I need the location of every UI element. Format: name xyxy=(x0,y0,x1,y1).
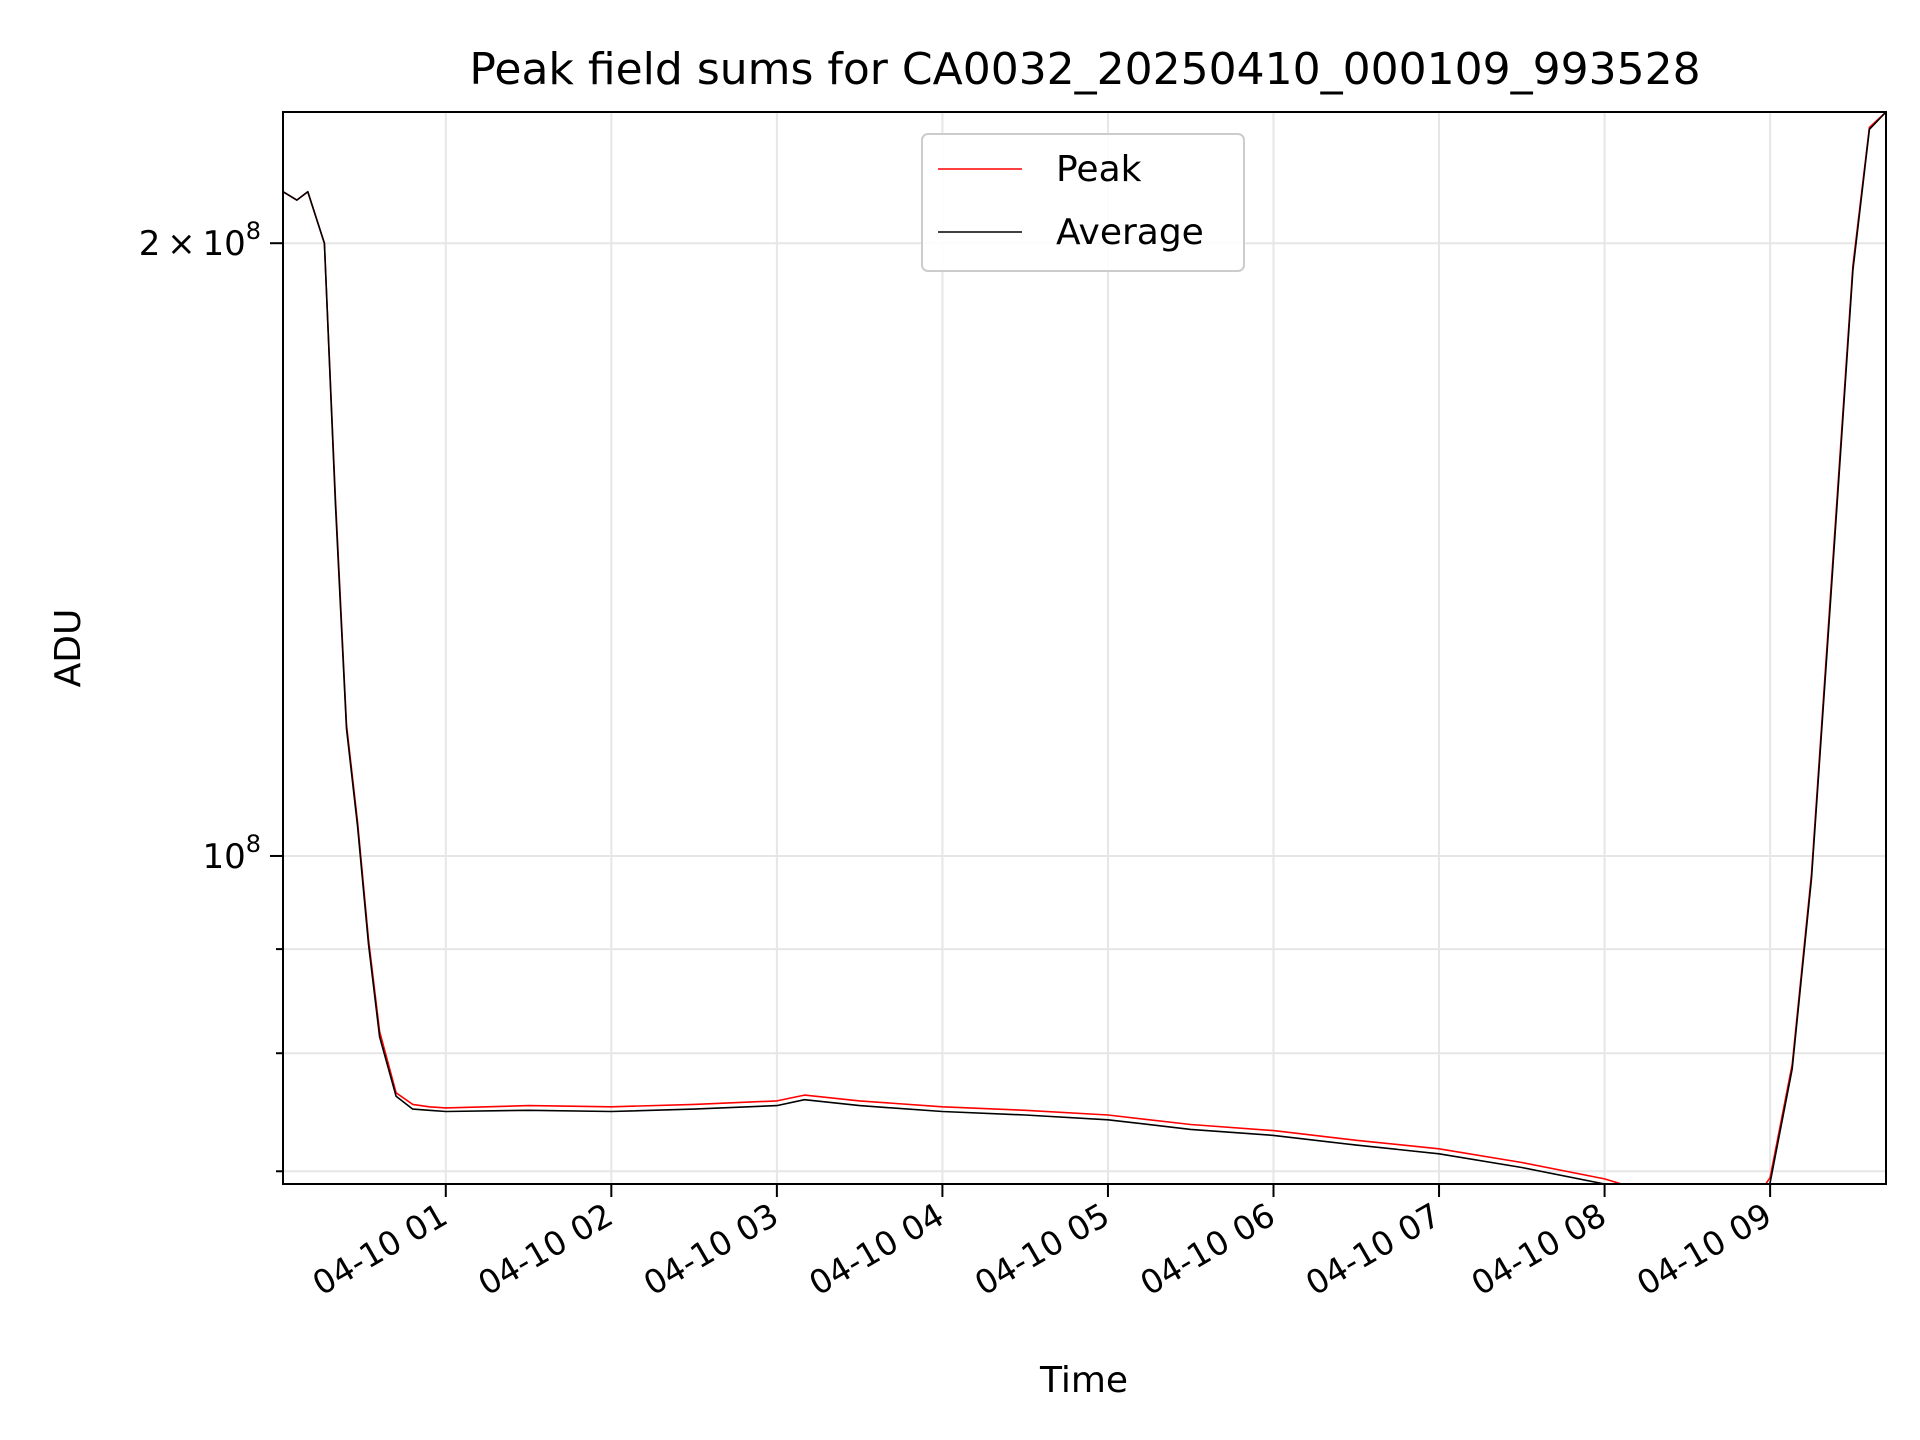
chart-title: Peak field sums for CA0032_20250410_0001… xyxy=(469,44,1700,95)
x-axis-label: Time xyxy=(1039,1360,1128,1401)
legend: Peak Average xyxy=(921,133,1245,272)
legend-label-peak: Peak xyxy=(1056,149,1142,190)
series-layer xyxy=(283,112,1886,1184)
series-line-average xyxy=(283,112,1886,1184)
y-tick-label: 2 × 108 xyxy=(139,217,261,264)
y-axis-label: ADU xyxy=(48,609,89,688)
plot-frame xyxy=(282,111,1887,1185)
legend-label-average: Average xyxy=(1056,212,1204,253)
